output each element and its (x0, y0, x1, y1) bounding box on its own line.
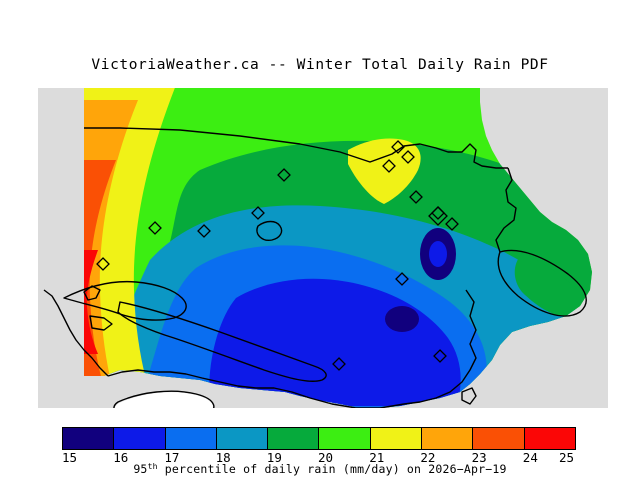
inland-water (114, 392, 213, 415)
colorbar-tick-18: 18 (215, 450, 231, 465)
colorbar-tick-24: 24 (522, 450, 538, 465)
colorbar-tick-17: 17 (164, 450, 180, 465)
colorbar-tick-19: 19 (266, 450, 282, 465)
station-marker (197, 224, 211, 238)
station-marker (428, 206, 448, 226)
colorbar-tick-15: 15 (62, 450, 78, 465)
station-marker (277, 168, 291, 182)
station-markers (96, 140, 459, 371)
station-marker (332, 357, 346, 371)
colorbar-tick-21: 21 (369, 450, 385, 465)
colorbar-segment-6 (370, 428, 423, 449)
colorbar-segment-5 (319, 428, 371, 449)
station-marker (382, 159, 396, 173)
contour-core-inner-east (429, 241, 447, 267)
map-svg (38, 88, 608, 415)
caption-pre: 95 (133, 462, 148, 476)
station-marker (433, 349, 447, 363)
station-marker (148, 221, 162, 235)
colorbar-segment-4 (268, 428, 320, 449)
station-marker (391, 140, 405, 154)
contour-core-min-south (385, 306, 419, 332)
colorbar (62, 427, 576, 450)
contour-field (84, 88, 592, 408)
colorbar-segment-2 (165, 428, 217, 449)
colorbar-tick-25: 25 (558, 450, 574, 465)
station-marker (445, 217, 459, 231)
caption-superscript: th (147, 462, 158, 471)
colorbar-segment-9 (524, 428, 575, 449)
colorbar-segment-0 (63, 428, 115, 449)
colorbar-tick-16: 16 (113, 450, 129, 465)
colorbar-ticks: 15 16 17 18 19 20 21 22 23 24 25 (62, 450, 575, 466)
caption-post: percentile of daily rain (mm/day) on 202… (157, 462, 507, 476)
colorbar-caption: 95th percentile of daily rain (mm/day) o… (0, 462, 640, 476)
colorbar-segment-1 (114, 428, 166, 449)
west-coast-warm-bands (84, 88, 178, 408)
station-marker (96, 257, 110, 271)
colorbar-segment-7 (422, 428, 474, 449)
colorbar-tick-22: 22 (420, 450, 436, 465)
colorbar-tick-20: 20 (318, 450, 334, 465)
station-marker (395, 272, 409, 286)
map-panel (0, 40, 640, 415)
figure-title: VictoriaWeather.ca -- Winter Total Daily… (91, 57, 549, 73)
station-marker (409, 190, 423, 204)
station-marker (251, 206, 265, 220)
colorbar-segment-3 (216, 428, 269, 449)
coastlines (43, 127, 587, 408)
contour-wedge-east-peninsula (514, 252, 585, 317)
colorbar-tick-23: 23 (471, 450, 487, 465)
contour-pocket-yellow-north (348, 138, 421, 204)
colorbar-segment-8 (473, 428, 525, 449)
station-marker (401, 150, 415, 164)
